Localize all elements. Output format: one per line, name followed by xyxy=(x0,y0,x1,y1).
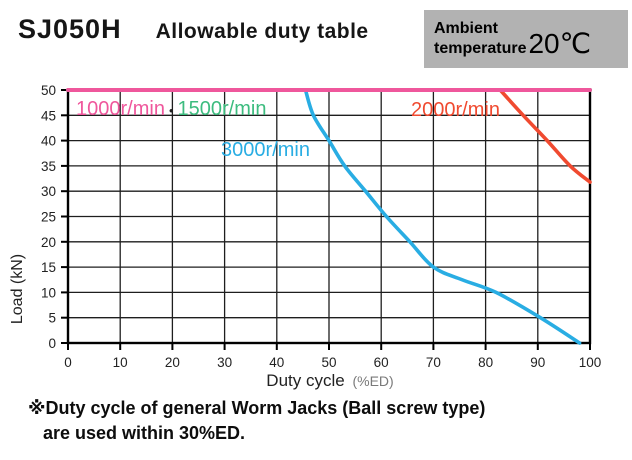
y-tick-label: 45 xyxy=(41,108,56,123)
x-axis-unit: (%ED) xyxy=(352,373,394,389)
x-tick-label: 0 xyxy=(64,355,72,370)
header: SJ050H Allowable duty table xyxy=(18,14,369,45)
series-label-1000rmin: 1000r/min xyxy=(76,98,165,120)
footnote-line1: ※Duty cycle of general Worm Jacks (Ball … xyxy=(28,398,486,418)
x-axis-title-text: Duty cycle xyxy=(266,371,345,390)
y-tick-label: 50 xyxy=(41,83,56,98)
x-tick-label: 80 xyxy=(478,355,493,370)
ambient-temperature-value: 20℃ xyxy=(528,27,592,59)
footnote: ※Duty cycle of general Worm Jacks (Ball … xyxy=(28,396,485,446)
series-label-3000rmin: 3000r/min xyxy=(221,139,310,161)
x-tick-label: 90 xyxy=(530,355,545,370)
ambient-temperature-box: Ambient temperature 20℃ xyxy=(424,10,628,68)
x-tick-label: 10 xyxy=(113,355,128,370)
series-label-1500rmin: 1500r/min xyxy=(177,98,267,120)
y-axis-title: Load (kN) xyxy=(9,253,26,325)
y-tick-label: 40 xyxy=(41,134,56,149)
y-tick-label: 30 xyxy=(41,184,56,199)
y-tick-label: 35 xyxy=(41,159,56,174)
footnote-line2: are used within 30%ED. xyxy=(43,422,246,443)
curve-3000rmin xyxy=(303,88,582,345)
separator-dot-icon: • xyxy=(168,103,174,118)
x-tick-label: 60 xyxy=(374,355,389,370)
y-tick-label: 0 xyxy=(48,336,56,351)
x-tick-label: 50 xyxy=(321,355,336,370)
series-labels-1000-1500: 1000r/min • 1500r/min xyxy=(76,98,266,121)
x-tick-label: 100 xyxy=(579,355,602,370)
y-tick-label: 25 xyxy=(41,210,56,225)
model-number: SJ050H xyxy=(18,14,122,44)
chart-area: 0 10 20 30 40 50 60 70 80 90 100 0 5 10 15 20 25 30 35 40 45… xyxy=(0,80,632,390)
y-tick-label: 15 xyxy=(41,260,56,275)
y-tick-label: 20 xyxy=(41,235,56,250)
curve-2000rmin xyxy=(498,88,592,184)
series-label-2000rmin: 2000r/min xyxy=(411,99,500,121)
page-title: Allowable duty table xyxy=(155,20,369,43)
ambient-label: Ambient temperature xyxy=(434,19,526,59)
x-tick-label: 20 xyxy=(165,355,180,370)
x-tick-label: 70 xyxy=(426,355,441,370)
ambient-label-line1: Ambient xyxy=(434,20,498,37)
duty-cycle-plot: 0 10 20 30 40 50 60 70 80 90 100 0 5 10 15 20 25 30 35 40 45… xyxy=(41,83,602,370)
x-tick-label: 30 xyxy=(217,355,232,370)
x-tick-label: 40 xyxy=(269,355,284,370)
y-tick-label: 10 xyxy=(41,285,56,300)
y-tick-label: 5 xyxy=(48,311,56,326)
ambient-label-line2: temperature xyxy=(434,40,527,57)
x-axis-title: Duty cycle (%ED) xyxy=(180,371,480,391)
